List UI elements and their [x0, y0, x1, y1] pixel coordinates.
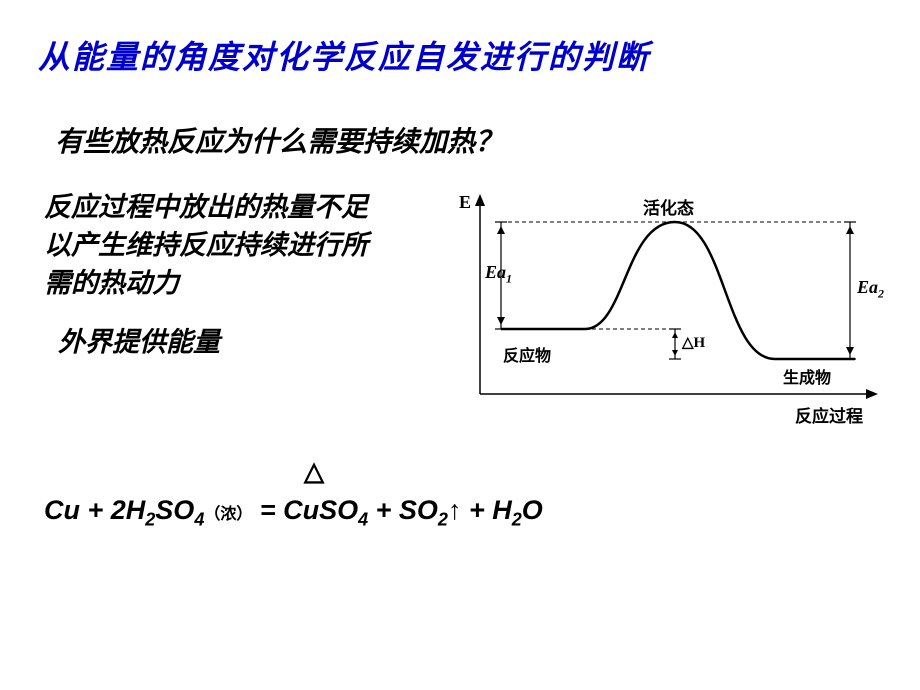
question-text: 有些放热反应为什么需要持续加热？ — [55, 120, 503, 160]
eq-sub2: 4 — [194, 509, 204, 529]
reactant-label: 反应物 — [503, 342, 551, 366]
eq-sub5: 2 — [512, 509, 522, 529]
chemical-equation: Cu + 2H2SO4（浓） = CuSO4 + SO2↑ + H2O — [44, 495, 543, 530]
slide-title: 从能量的角度对化学反应自发进行的判断 — [38, 32, 650, 78]
answer-line-2: 以产生维持反应持续进行所 — [44, 227, 424, 265]
axis-x-label: 反应过程 — [795, 402, 863, 427]
energy-diagram: E 活化态 Ea1 Ea2 △H 反应物 生成物 反应过程 — [445, 184, 895, 428]
external-energy-text: 外界提供能量 — [58, 320, 220, 359]
eq-part-plus1: + SO — [368, 495, 438, 525]
delta-h-label: △H — [682, 333, 705, 352]
product-label: 生成物 — [783, 364, 831, 388]
eq-sub3: 4 — [358, 509, 368, 529]
eq-sub1: 2 — [145, 509, 155, 529]
eq-sub4: 2 — [438, 509, 448, 529]
eq-concentrated: （浓） — [204, 506, 252, 523]
ea1-label: Ea1 — [485, 262, 512, 287]
axis-y-label: E — [459, 192, 471, 213]
diagram-svg — [445, 184, 895, 428]
eq-part-arrow: ↑ + H — [448, 495, 512, 525]
activated-state-label: 活化态 — [643, 194, 694, 219]
eq-part-eq: = CuSO — [252, 495, 358, 525]
eq-part-so4: SO — [155, 495, 194, 525]
eq-part-cu: Cu + 2H — [44, 495, 145, 525]
answer-block: 反应过程中放出的热量不足 以产生维持反应持续进行所 需的热动力 — [44, 189, 424, 302]
ea2-label: Ea2 — [857, 277, 884, 302]
heat-triangle-symbol: △ — [304, 456, 324, 487]
answer-line-3: 需的热动力 — [44, 265, 424, 303]
answer-line-1: 反应过程中放出的热量不足 — [44, 189, 424, 227]
eq-part-o: O — [522, 495, 543, 525]
